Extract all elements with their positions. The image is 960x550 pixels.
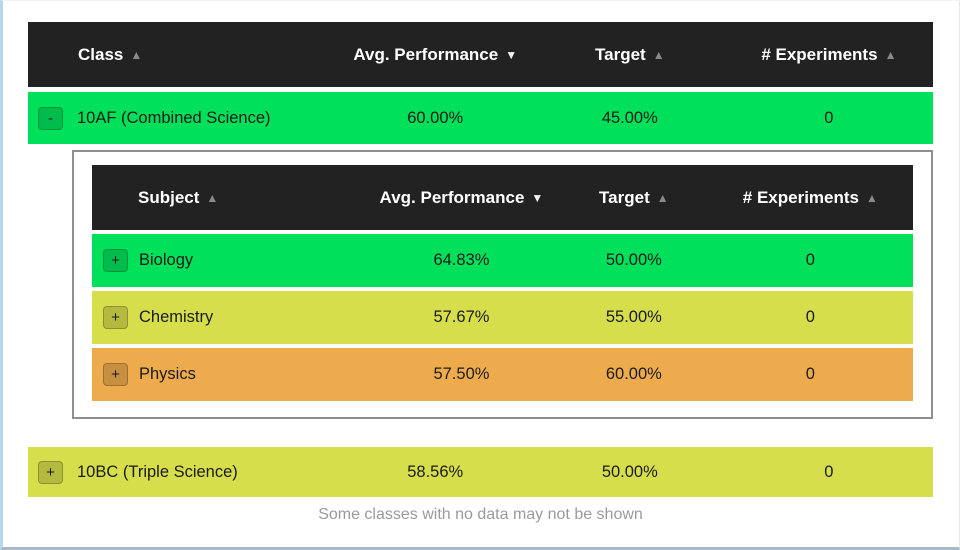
avg-performance-value: 57.50% xyxy=(433,365,490,383)
class-row-10bc: + 10BC (Triple Science) 58.56% 50.00% 0 xyxy=(28,447,933,497)
expand-row-button[interactable]: + xyxy=(38,460,63,484)
sort-down-icon: ▼ xyxy=(531,190,544,205)
class-name-cell: - 10AF (Combined Science) xyxy=(28,106,336,130)
subject-name-cell: + Physics xyxy=(92,363,363,386)
collapse-row-button[interactable]: - xyxy=(38,106,63,130)
expand-row-button[interactable]: + xyxy=(103,363,128,386)
class-name-cell: + 10BC (Triple Science) xyxy=(28,460,336,484)
expand-row-button[interactable]: + xyxy=(103,306,128,329)
class-performance-table: Class ▲ Avg. Performance ▼ Target ▲ # Ex… xyxy=(28,22,933,524)
subject-name: Chemistry xyxy=(139,308,214,326)
subject-name: Physics xyxy=(139,365,196,383)
experiments-count: 0 xyxy=(824,462,834,481)
column-header-avg-performance[interactable]: Avg. Performance ▼ xyxy=(336,45,535,65)
experiments-count: 0 xyxy=(805,365,815,383)
sort-up-icon: ▲ xyxy=(130,47,143,62)
subject-name-cell: + Biology xyxy=(92,249,363,272)
column-header-label: # Experiments xyxy=(742,187,860,207)
target-value: 55.00% xyxy=(605,308,662,326)
column-header-experiments[interactable]: # Experiments ▲ xyxy=(708,188,913,208)
expand-row-button[interactable]: + xyxy=(103,249,128,272)
subject-row-physics: + Physics 57.50% 60.00% 0 xyxy=(92,348,913,401)
avg-performance-value: 64.83% xyxy=(433,251,490,269)
sort-up-icon: ▲ xyxy=(652,47,665,62)
column-header-label: Avg. Performance xyxy=(379,187,525,207)
subject-row-biology: + Biology 64.83% 50.00% 0 xyxy=(92,234,913,287)
experiments-count: 0 xyxy=(805,308,815,326)
sort-up-icon: ▲ xyxy=(206,190,219,205)
target-value: 50.00% xyxy=(605,251,662,269)
column-header-avg-performance[interactable]: Avg. Performance ▼ xyxy=(363,188,560,208)
experiments-count: 0 xyxy=(824,108,834,127)
column-header-label: Subject xyxy=(138,187,200,207)
column-header-label: Target xyxy=(595,44,646,64)
column-header-label: Avg. Performance xyxy=(353,44,499,64)
sort-up-icon: ▲ xyxy=(884,47,897,62)
class-name: 10AF (Combined Science) xyxy=(77,108,271,127)
target-value: 45.00% xyxy=(601,108,658,127)
column-header-subject[interactable]: Subject ▲ xyxy=(92,188,363,208)
experiments-count: 0 xyxy=(805,251,815,269)
column-header-label: # Experiments xyxy=(761,44,878,64)
subject-name: Biology xyxy=(139,251,194,269)
sort-up-icon: ▲ xyxy=(866,190,878,205)
subject-row-chemistry: + Chemistry 57.67% 55.00% 0 xyxy=(92,291,913,344)
class-name: 10BC (Triple Science) xyxy=(77,462,238,481)
column-header-target[interactable]: Target ▲ xyxy=(535,45,725,65)
subject-breakdown-panel: Subject ▲ Avg. Performance ▼ Target ▲ # … xyxy=(72,150,933,419)
target-value: 50.00% xyxy=(601,462,658,481)
avg-performance-value: 58.56% xyxy=(407,462,464,481)
class-table-header-row: Class ▲ Avg. Performance ▼ Target ▲ # Ex… xyxy=(28,22,933,87)
class-row-10af: - 10AF (Combined Science) 60.00% 45.00% … xyxy=(28,92,933,144)
sort-down-icon: ▼ xyxy=(505,47,518,62)
column-header-experiments[interactable]: # Experiments ▲ xyxy=(725,45,933,65)
subject-table-header-row: Subject ▲ Avg. Performance ▼ Target ▲ # … xyxy=(92,165,913,230)
sort-up-icon: ▲ xyxy=(656,190,669,205)
avg-performance-value: 57.67% xyxy=(433,308,490,326)
column-header-target[interactable]: Target ▲ xyxy=(560,188,708,208)
avg-performance-value: 60.00% xyxy=(407,108,464,127)
footer-note: Some classes with no data may not be sho… xyxy=(318,506,643,523)
column-header-class[interactable]: Class ▲ xyxy=(28,45,336,65)
column-header-label: Class xyxy=(78,44,124,64)
target-value: 60.00% xyxy=(605,365,662,383)
subject-name-cell: + Chemistry xyxy=(92,306,363,329)
column-header-label: Target xyxy=(599,187,650,207)
